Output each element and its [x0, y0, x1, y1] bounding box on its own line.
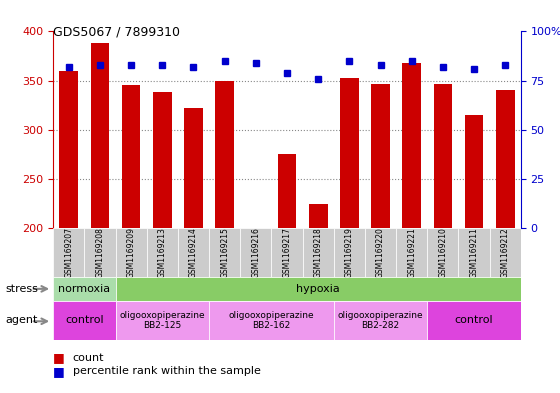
Bar — [53, 228, 85, 277]
Bar — [209, 228, 240, 277]
Text: GSM1169216: GSM1169216 — [251, 227, 260, 278]
Bar — [147, 228, 178, 277]
Text: percentile rank within the sample: percentile rank within the sample — [73, 366, 260, 376]
Text: GSM1169219: GSM1169219 — [345, 227, 354, 278]
Text: ■: ■ — [53, 351, 65, 364]
Text: hypoxia: hypoxia — [296, 284, 340, 294]
Bar — [178, 228, 209, 277]
Bar — [184, 108, 203, 228]
Text: GSM1169215: GSM1169215 — [220, 227, 229, 278]
Text: GSM1169214: GSM1169214 — [189, 227, 198, 278]
Bar — [496, 90, 515, 228]
Bar — [302, 228, 334, 277]
Text: GSM1169220: GSM1169220 — [376, 227, 385, 278]
Bar — [272, 228, 302, 277]
Bar — [153, 92, 172, 228]
Bar — [459, 228, 489, 277]
Text: GSM1169209: GSM1169209 — [127, 227, 136, 278]
Text: control: control — [65, 315, 104, 325]
Text: normoxia: normoxia — [58, 284, 110, 294]
Text: GSM1169208: GSM1169208 — [95, 227, 105, 278]
Bar — [209, 301, 334, 340]
Bar — [433, 84, 452, 228]
Text: count: count — [73, 353, 104, 363]
Text: ■: ■ — [53, 365, 65, 378]
Text: GSM1169213: GSM1169213 — [158, 227, 167, 278]
Text: GSM1169207: GSM1169207 — [64, 227, 73, 278]
Bar — [340, 78, 359, 228]
Text: GSM1169217: GSM1169217 — [282, 227, 292, 278]
Bar — [115, 277, 521, 301]
Bar — [115, 228, 147, 277]
Bar — [396, 228, 427, 277]
Bar — [215, 81, 234, 228]
Bar — [334, 228, 365, 277]
Bar — [427, 228, 459, 277]
Bar — [85, 228, 115, 277]
Bar — [59, 71, 78, 228]
Text: GSM1169211: GSM1169211 — [469, 227, 479, 278]
Bar — [402, 63, 421, 228]
Text: GDS5067 / 7899310: GDS5067 / 7899310 — [53, 26, 180, 39]
Text: oligooxopiperazine
BB2-125: oligooxopiperazine BB2-125 — [119, 310, 205, 330]
Bar — [53, 277, 115, 301]
Bar — [122, 86, 141, 228]
Text: control: control — [455, 315, 493, 325]
Bar — [465, 115, 483, 228]
Bar — [365, 228, 396, 277]
Text: stress: stress — [6, 284, 39, 294]
Bar — [91, 43, 109, 228]
Bar — [115, 301, 209, 340]
Text: GSM1169218: GSM1169218 — [314, 227, 323, 278]
Bar — [278, 154, 296, 228]
Bar — [489, 228, 521, 277]
Text: GSM1169212: GSM1169212 — [501, 227, 510, 278]
Bar — [240, 228, 272, 277]
Bar — [309, 204, 328, 228]
Bar — [427, 301, 521, 340]
Text: agent: agent — [6, 315, 38, 325]
Bar — [334, 301, 427, 340]
Bar — [371, 84, 390, 228]
Bar — [53, 301, 115, 340]
Text: oligooxopiperazine
BB2-282: oligooxopiperazine BB2-282 — [338, 310, 423, 330]
Text: GSM1169210: GSM1169210 — [438, 227, 447, 278]
Text: GSM1169221: GSM1169221 — [407, 227, 416, 278]
Text: oligooxopiperazine
BB2-162: oligooxopiperazine BB2-162 — [228, 310, 314, 330]
